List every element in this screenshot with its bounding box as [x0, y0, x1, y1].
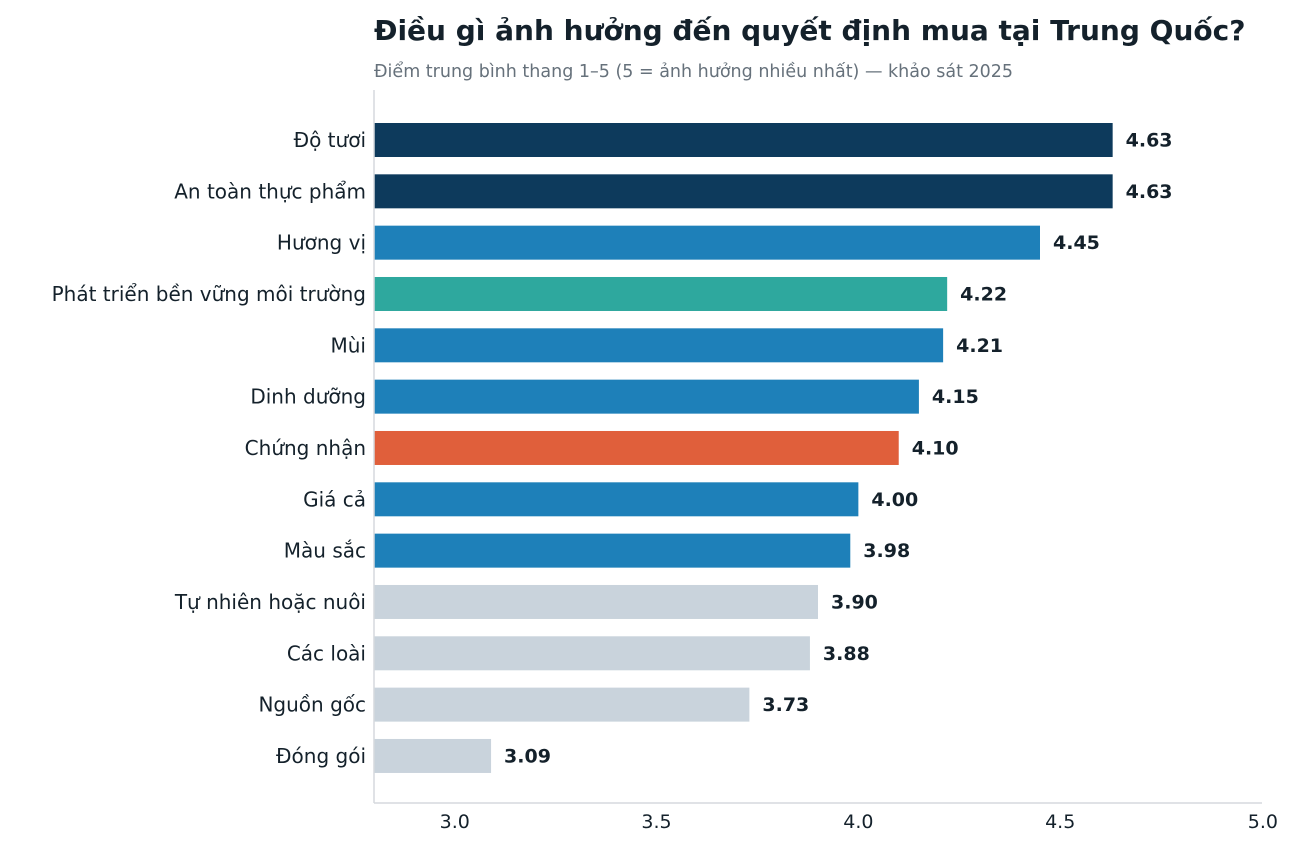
x-tick-label: 3.5	[641, 811, 671, 833]
chart-subtitle: Điểm trung bình thang 1–5 (5 = ảnh hưởng…	[374, 62, 1014, 82]
x-tick-labels-group: 3.0 3.5 4.0 4.5 5.0	[440, 811, 1278, 833]
x-tick-label: 4.0	[843, 811, 873, 833]
category-label: Giá cả	[303, 487, 366, 511]
bar	[374, 174, 1113, 209]
value-label: 3.98	[863, 540, 910, 562]
category-label: Chứng nhận	[245, 436, 366, 460]
value-labels-group: 4.63 4.63 4.45 4.22 4.21 4.15 4.10 4.00 3.98 3.90…	[504, 130, 1172, 768]
x-tick-label: 3.0	[440, 811, 470, 833]
bar	[374, 482, 859, 517]
category-label: Dinh dưỡng	[250, 385, 366, 409]
bar	[374, 584, 818, 619]
category-label: Mùi	[331, 333, 367, 357]
category-label: An toàn thực phẩm	[174, 179, 366, 203]
bar	[374, 533, 851, 568]
bar	[374, 225, 1040, 260]
value-label: 3.09	[504, 745, 551, 767]
value-label: 3.73	[762, 694, 809, 716]
bar	[374, 687, 750, 722]
value-label: 4.63	[1126, 181, 1173, 203]
x-tick-label: 4.5	[1045, 811, 1075, 833]
category-label: Đóng gói	[276, 744, 366, 768]
bar	[374, 738, 492, 773]
bar	[374, 328, 944, 363]
bar	[374, 123, 1113, 157]
value-label: 4.15	[932, 386, 979, 408]
value-label: 4.63	[1126, 130, 1173, 152]
bars-group	[374, 123, 1113, 773]
category-labels-group: Độ tươi An toàn thực phẩm Hương vị Phát tri…	[52, 128, 366, 768]
bar	[374, 276, 948, 311]
value-label: 3.88	[823, 643, 870, 665]
category-label: Tự nhiên hoặc nuôi	[174, 590, 366, 614]
bar	[374, 379, 919, 414]
category-label: Màu sắc	[284, 539, 366, 563]
value-label: 4.00	[871, 489, 918, 511]
value-label: 4.22	[960, 283, 1007, 305]
value-label: 4.10	[912, 437, 959, 459]
value-label: 4.21	[956, 335, 1003, 357]
category-label: Phát triển bền vững môi trường	[52, 282, 366, 306]
value-label: 4.45	[1053, 232, 1100, 254]
category-label: Các loài	[287, 641, 366, 665]
category-label: Độ tươi	[294, 128, 366, 152]
bar	[374, 430, 899, 465]
x-tick-label: 5.0	[1248, 811, 1278, 833]
value-label: 3.90	[831, 591, 878, 613]
bar	[374, 636, 810, 671]
category-label: Hương vị	[277, 231, 366, 255]
category-label: Nguồn gốc	[258, 693, 366, 717]
chart-title: Điều gì ảnh hưởng đến quyết định mua tại…	[374, 14, 1246, 47]
